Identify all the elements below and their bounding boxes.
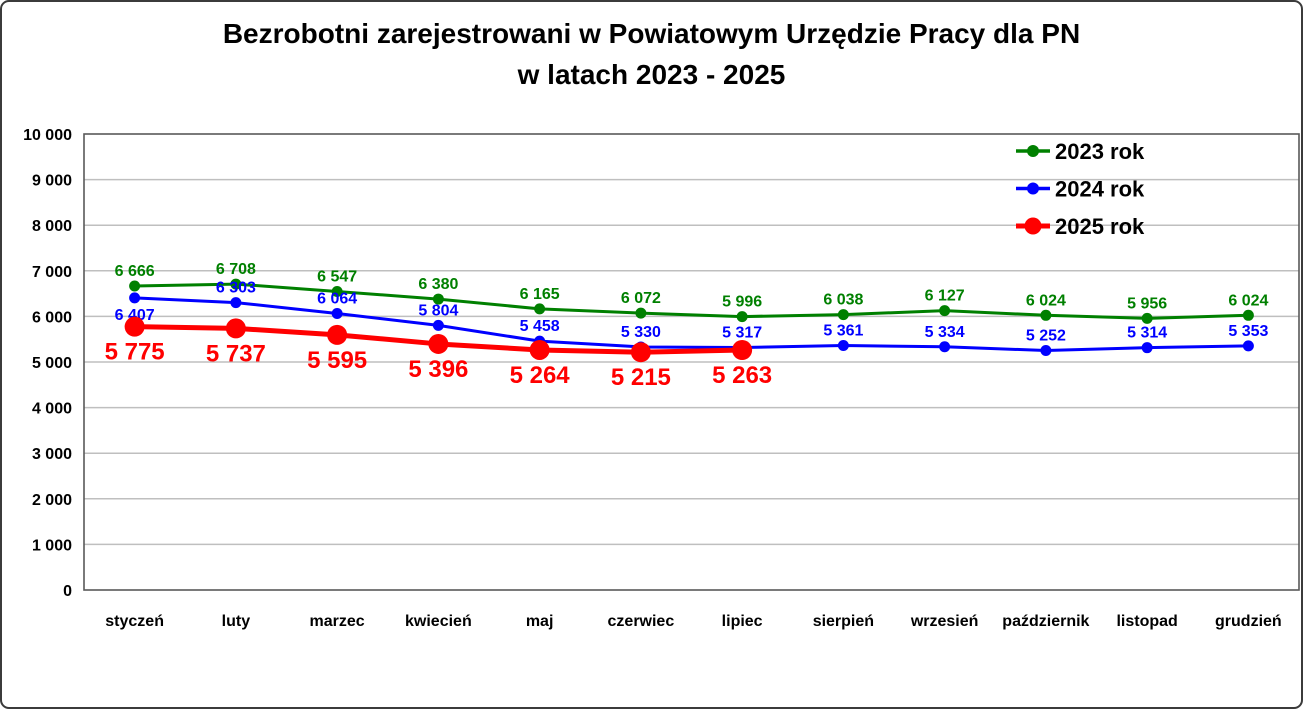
legend-label: 2024 rok — [1055, 177, 1145, 202]
data-point — [732, 340, 753, 361]
data-point — [837, 340, 849, 352]
y-tick-label: 8 000 — [32, 218, 72, 235]
data-point — [1040, 309, 1052, 321]
data-label: 5 595 — [307, 347, 367, 374]
data-label: 6 666 — [115, 263, 155, 280]
data-label: 6 127 — [925, 288, 965, 305]
data-point — [331, 307, 343, 319]
y-tick-label: 10 000 — [23, 127, 72, 144]
data-label: 5 361 — [823, 323, 863, 340]
y-tick-label: 2 000 — [32, 492, 72, 509]
data-label: 6 407 — [115, 307, 155, 324]
data-point — [837, 309, 849, 321]
series-line-2023-rok — [133, 282, 1250, 320]
y-tick-label: 7 000 — [32, 264, 72, 281]
data-point — [230, 278, 242, 290]
data-point — [331, 285, 343, 297]
data-point — [630, 342, 651, 363]
legend-marker — [1027, 145, 1039, 157]
data-point — [225, 318, 246, 339]
data-label: 5 996 — [722, 294, 762, 311]
data-point — [534, 303, 546, 315]
data-label: 5 330 — [621, 324, 661, 341]
legend-label: 2025 rok — [1055, 214, 1145, 239]
chart-title-line2: w latach 2023 - 2025 — [517, 59, 786, 90]
data-point — [327, 324, 348, 345]
data-label: 6 708 — [216, 261, 256, 278]
data-label: 5 334 — [925, 324, 965, 341]
data-point — [529, 339, 550, 360]
series-line-2024-rok — [133, 296, 1250, 353]
data-label: 5 264 — [510, 362, 571, 389]
data-label: 6 064 — [317, 290, 357, 307]
data-label: 5 252 — [1026, 328, 1066, 345]
data-point — [1141, 312, 1153, 324]
data-label: 5 956 — [1127, 295, 1167, 312]
data-label: 5 317 — [722, 325, 762, 342]
data-point — [432, 319, 444, 331]
data-point — [124, 316, 145, 337]
x-tick-label: sierpień — [813, 613, 874, 630]
x-tick-label: czerwiec — [608, 613, 675, 630]
data-label: 6 380 — [418, 276, 458, 293]
data-label: 5 396 — [408, 356, 468, 383]
data-point — [635, 307, 647, 319]
data-label: 5 458 — [520, 318, 560, 335]
data-label: 5 737 — [206, 340, 266, 367]
data-label: 6 024 — [1026, 292, 1066, 309]
x-tick-label: maj — [526, 613, 554, 630]
x-tick-label: kwiecień — [405, 613, 472, 630]
data-point — [428, 333, 449, 354]
data-label: 6 547 — [317, 268, 357, 285]
y-tick-label: 4 000 — [32, 401, 72, 418]
data-label: 5 775 — [105, 339, 165, 366]
x-tick-label: lipiec — [722, 613, 763, 630]
y-tick-label: 6 000 — [32, 309, 72, 326]
data-label: 6 072 — [621, 290, 661, 307]
x-tick-label: październik — [1002, 613, 1089, 630]
data-label: 5 263 — [712, 362, 772, 389]
chart-title: Bezrobotni zarejestrowani w Powiatowym U… — [2, 13, 1301, 95]
x-tick-label: listopad — [1116, 613, 1177, 630]
chart-title-line1: Bezrobotni zarejestrowani w Powiatowym U… — [222, 18, 1081, 49]
data-point — [1141, 342, 1153, 354]
data-point — [129, 280, 141, 292]
data-point — [1242, 309, 1254, 321]
x-tick-label: grudzień — [1215, 613, 1282, 630]
x-tick-label: styczeń — [105, 613, 164, 630]
x-tick-label: wrzesień — [910, 613, 979, 630]
y-tick-label: 1 000 — [32, 537, 72, 554]
x-tick-label: marzec — [310, 613, 365, 630]
legend-label: 2023 rok — [1055, 139, 1145, 164]
data-point — [129, 292, 141, 304]
data-point — [230, 297, 242, 309]
legend-marker — [1027, 182, 1039, 195]
data-label: 5 314 — [1127, 325, 1167, 342]
legend-marker — [1024, 217, 1042, 235]
x-tick-label: luty — [222, 613, 251, 630]
data-label: 6 038 — [823, 292, 863, 309]
data-label: 5 804 — [418, 302, 458, 319]
y-tick-label: 5 000 — [32, 355, 72, 372]
y-tick-label: 3 000 — [32, 446, 72, 463]
data-point — [736, 311, 748, 323]
data-label: 5 215 — [611, 364, 671, 391]
data-point — [939, 341, 951, 353]
data-label: 6 024 — [1228, 292, 1268, 309]
data-label: 6 303 — [216, 280, 256, 297]
y-tick-label: 0 — [63, 583, 72, 600]
data-label: 5 353 — [1228, 323, 1268, 340]
data-point — [1040, 345, 1052, 357]
data-point — [432, 293, 444, 305]
plot-border — [83, 133, 1300, 591]
data-label: 6 165 — [520, 286, 560, 303]
data-point — [1242, 340, 1254, 352]
y-tick-label: 9 000 — [32, 173, 72, 190]
data-point — [939, 305, 951, 317]
